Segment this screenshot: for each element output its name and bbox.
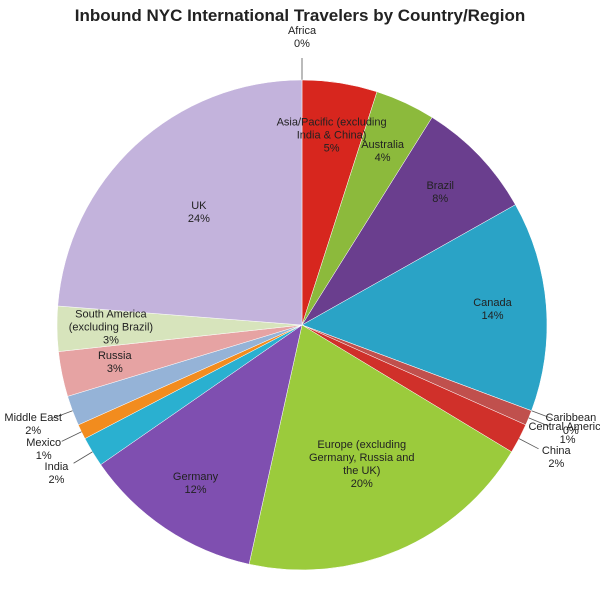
value-label: 1% bbox=[35, 450, 52, 463]
leader-line bbox=[51, 410, 73, 419]
pie-slice bbox=[301, 204, 548, 412]
chart-title: Inbound NYC International Travelers by C… bbox=[74, 6, 526, 25]
slice-label: Africa 0% bbox=[242, 25, 362, 51]
pie-slice bbox=[301, 117, 516, 326]
leader-line bbox=[61, 431, 82, 442]
category-label: Australia bbox=[361, 138, 404, 151]
value-label: 2% bbox=[25, 425, 42, 438]
value-label: 2% bbox=[48, 473, 65, 486]
category-label: Canada bbox=[473, 297, 512, 310]
category-label: India bbox=[44, 460, 69, 473]
category-label: Central America bbox=[528, 420, 600, 433]
value-label: 5% bbox=[323, 142, 340, 155]
category-label: Middle East bbox=[4, 412, 62, 425]
slice-label: South America (excluding Brazil) 3% bbox=[51, 308, 171, 347]
value-label: 2% bbox=[548, 458, 565, 471]
value-label: 0% bbox=[294, 38, 310, 50]
pie-slice bbox=[57, 79, 303, 326]
value-label: 8% bbox=[432, 193, 449, 206]
value-label: 0% bbox=[562, 425, 579, 438]
category-label: South America (excluding Brazil) bbox=[68, 308, 154, 334]
category-label: Mexico bbox=[26, 437, 62, 450]
category-label: UK bbox=[191, 200, 207, 213]
leader-line bbox=[73, 451, 93, 464]
category-label: Europe (excluding Germany, Russia and th… bbox=[308, 438, 415, 477]
slice-label: Australia 4% bbox=[323, 139, 443, 165]
slice-label: India 2% bbox=[0, 461, 116, 487]
slice-label: Central America 1% bbox=[508, 421, 600, 447]
value-label: 3% bbox=[102, 334, 119, 347]
slice-label: UK 24% bbox=[139, 200, 259, 226]
category-label: Russia bbox=[97, 350, 132, 363]
slice-label: Caribbean 0% bbox=[511, 412, 600, 438]
leader-line bbox=[518, 438, 539, 450]
category-label: China bbox=[541, 445, 571, 458]
value-label: 20% bbox=[350, 477, 373, 490]
slice-label: Brazil 8% bbox=[380, 180, 500, 206]
category-label: Germany bbox=[172, 470, 219, 483]
slice-label: Asia/Pacific (excluding India & China) 5% bbox=[272, 117, 392, 156]
value-label: 3% bbox=[106, 363, 123, 376]
value-label: 4% bbox=[374, 151, 391, 164]
slice-label: Russia 3% bbox=[55, 350, 175, 376]
category-label: Asia/Pacific (excluding India & China) bbox=[276, 116, 387, 142]
slice-label: Canada 14% bbox=[433, 297, 553, 323]
category-label: Brazil bbox=[426, 180, 454, 193]
pie-slice bbox=[248, 324, 512, 571]
leader-line bbox=[528, 417, 550, 427]
category-label: Africa bbox=[287, 25, 317, 37]
value-label: 14% bbox=[481, 310, 504, 323]
value-label: 1% bbox=[559, 433, 576, 446]
slice-label: Middle East 2% bbox=[0, 412, 93, 438]
slice-label: China 2% bbox=[496, 445, 600, 471]
value-label: 12% bbox=[184, 483, 207, 496]
value-label: 24% bbox=[187, 213, 210, 226]
category-label: Caribbean bbox=[545, 412, 597, 425]
slice-label: Mexico 1% bbox=[0, 437, 104, 463]
slice-label: Germany 12% bbox=[136, 471, 256, 497]
pie-slice bbox=[100, 324, 303, 565]
leader-line bbox=[531, 410, 553, 419]
slice-label: Europe (excluding Germany, Russia and th… bbox=[302, 439, 422, 491]
